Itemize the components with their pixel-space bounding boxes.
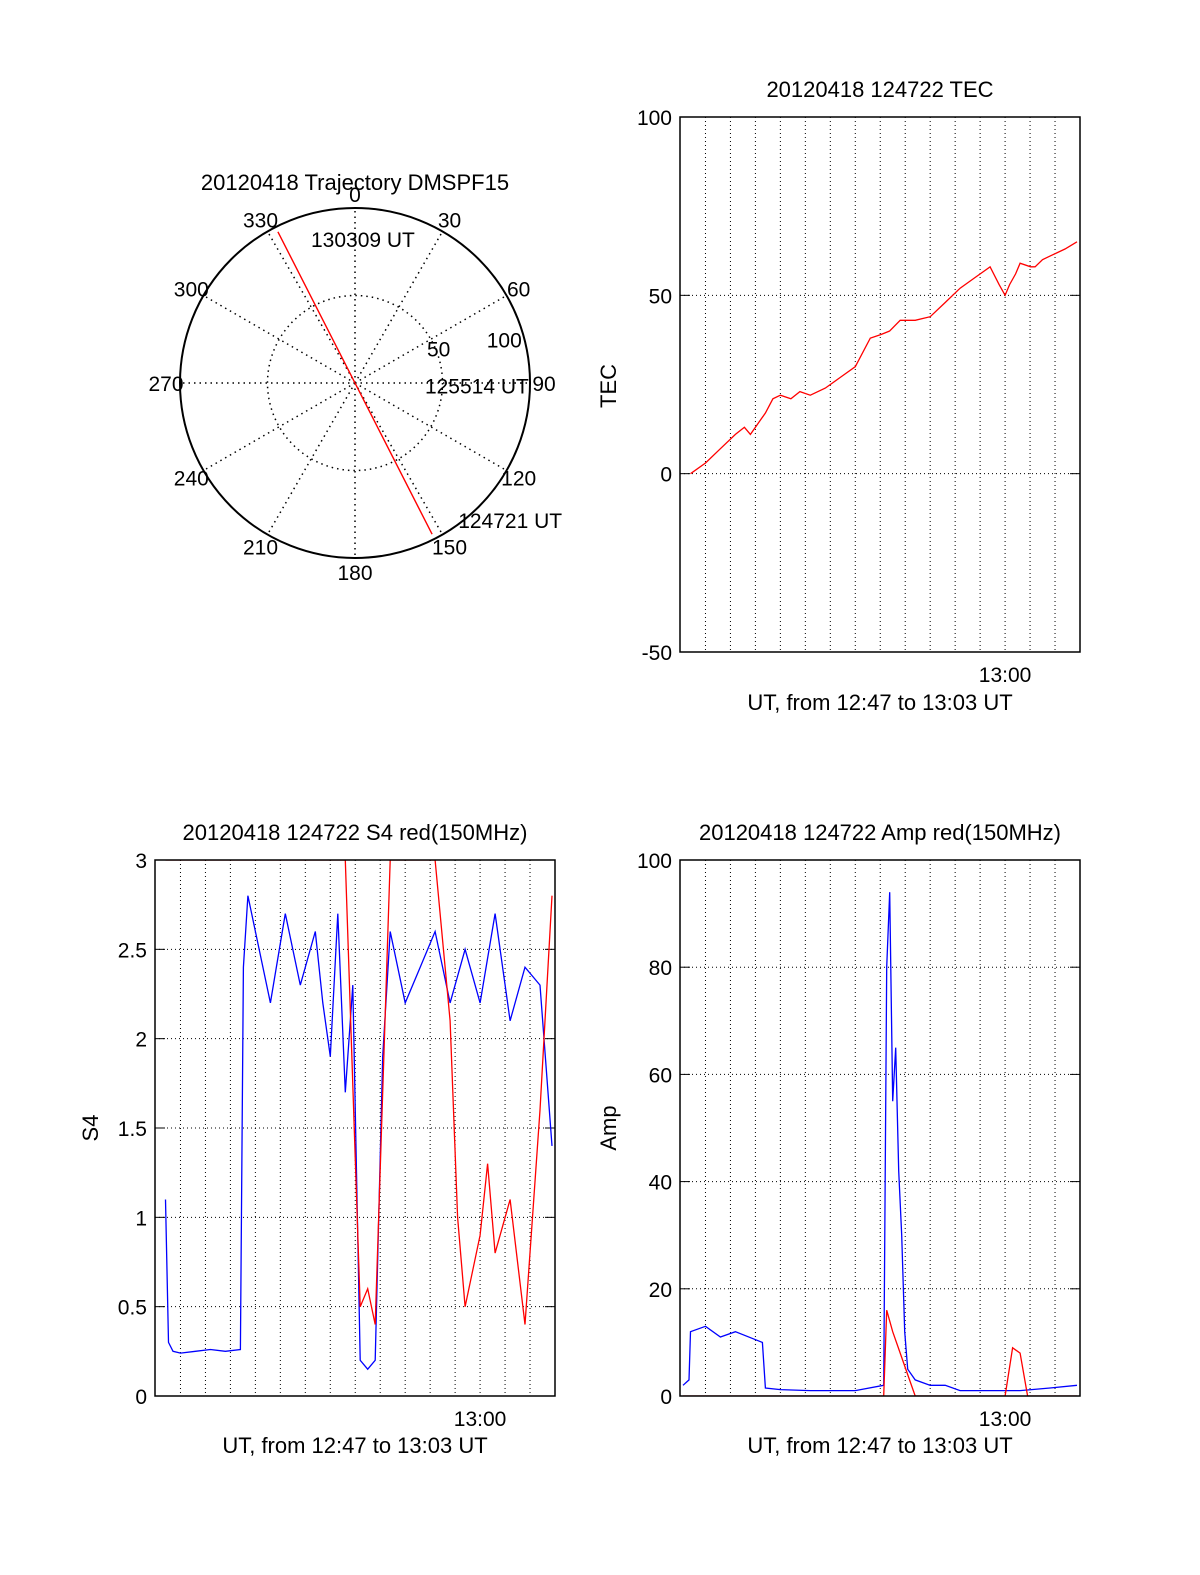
tec-xlabel: UT, from 12:47 to 13:03 UT (747, 690, 1012, 715)
polar-spoke (266, 382, 356, 535)
polar-angle-label: 150 (432, 537, 467, 560)
plot-frame (679, 859, 1081, 1397)
y-tick-label: 1 (135, 1207, 147, 1230)
polar-time-annotation: 125514 UT (425, 375, 529, 398)
y-tick-label: 0 (660, 1386, 672, 1409)
polar-trajectory-panel: 20120418 Trajectory DMSPF15 0 30 60 90 120 15… (148, 170, 562, 585)
tec-plot-area: -50 0 50 100 13:00 (637, 107, 1081, 687)
polar-angle-label: 240 (174, 468, 209, 491)
polar-spoke (266, 231, 356, 384)
polar-annotations: 130309 UT 125514 UT 124721 UT (311, 229, 562, 533)
polar-angle-label: 180 (337, 562, 372, 585)
amp-xlabel: UT, from 12:47 to 13:03 UT (747, 1433, 1012, 1458)
amp-ylabel: Amp (596, 1105, 621, 1150)
polar-angle-labels: 0 30 60 90 120 150 180 210 240 270 300 330 (148, 184, 555, 585)
s4-title: 20120418 124722 S4 red(150MHz) (183, 820, 528, 845)
polar-spoke (203, 382, 356, 472)
polar-grid (179, 207, 531, 559)
tec-ylabel: TEC (596, 364, 621, 408)
polar-trajectory-series (277, 231, 433, 535)
tec-title: 20120418 124722 TEC (766, 77, 993, 102)
y-tick-label: 2.5 (118, 939, 147, 962)
polar-angle-label: 0 (349, 184, 361, 207)
polar-angle-label: 210 (243, 537, 278, 560)
polar-outer-circle (179, 207, 531, 559)
y-tick-label: -50 (642, 642, 672, 665)
y-tick-label: 40 (649, 1172, 672, 1195)
x-tick-label: 13:00 (454, 1408, 507, 1431)
y-tick-label: 100 (637, 107, 672, 130)
y-tick-label: 0 (660, 464, 672, 487)
polar-radial-label: 50 (427, 338, 450, 361)
s4-xlabel: UT, from 12:47 to 13:03 UT (222, 1433, 487, 1458)
polar-angle-label: 270 (148, 373, 183, 396)
polar-radial-label: 100 (487, 330, 522, 353)
amp-plot-area: 0 20 40 60 80 100 13:00 (637, 850, 1081, 1431)
y-tick-label: 50 (649, 285, 672, 308)
polar-trajectory-line (277, 231, 433, 535)
polar-angle-label: 120 (501, 468, 536, 491)
series-line (690, 241, 1078, 475)
polar-spoke (354, 382, 444, 535)
y-tick-label: 60 (649, 1064, 672, 1087)
s4-panel: 20120418 124722 S4 red(150MHz) UT, from … (78, 820, 556, 1458)
y-tick-label: 1.5 (118, 1118, 147, 1141)
s4-plot-area: 0 0.5 1 1.5 2 2.5 3 13:00 (118, 850, 556, 1431)
polar-radial-labels: 50 100 (427, 330, 522, 362)
amp-panel: 20120418 124722 Amp red(150MHz) UT, from… (596, 820, 1081, 1458)
y-tick-label: 0.5 (118, 1297, 147, 1320)
polar-angle-label: 30 (438, 209, 461, 232)
x-tick-label: 13:00 (979, 1408, 1032, 1431)
series-line (682, 892, 1078, 1392)
y-tick-label: 20 (649, 1279, 672, 1302)
amp-title: 20120418 124722 Amp red(150MHz) (699, 820, 1061, 845)
plot-frame (154, 859, 556, 1397)
y-tick-label: 2 (135, 1029, 147, 1052)
polar-angle-label: 330 (243, 209, 278, 232)
y-tick-label: 0 (135, 1386, 147, 1409)
polar-angle-label: 300 (174, 279, 209, 302)
y-tick-label: 80 (649, 957, 672, 980)
series-line (164, 895, 553, 1371)
tec-panel: 20120418 124722 TEC UT, from 12:47 to 13… (596, 77, 1081, 715)
polar-title: 20120418 Trajectory DMSPF15 (201, 170, 509, 195)
series-line (683, 1310, 1077, 1396)
polar-angle-label: 60 (507, 279, 530, 302)
x-tick-label: 13:00 (979, 664, 1032, 687)
polar-ring (266, 294, 444, 472)
plot-frame (679, 116, 1081, 653)
series-line (165, 860, 553, 1325)
y-tick-label: 100 (637, 850, 672, 873)
polar-time-annotation: 130309 UT (311, 229, 415, 252)
polar-time-annotation: 124721 UT (458, 510, 562, 533)
y-tick-label: 3 (135, 850, 147, 873)
polar-angle-label: 90 (532, 373, 555, 396)
s4-ylabel: S4 (78, 1115, 103, 1142)
